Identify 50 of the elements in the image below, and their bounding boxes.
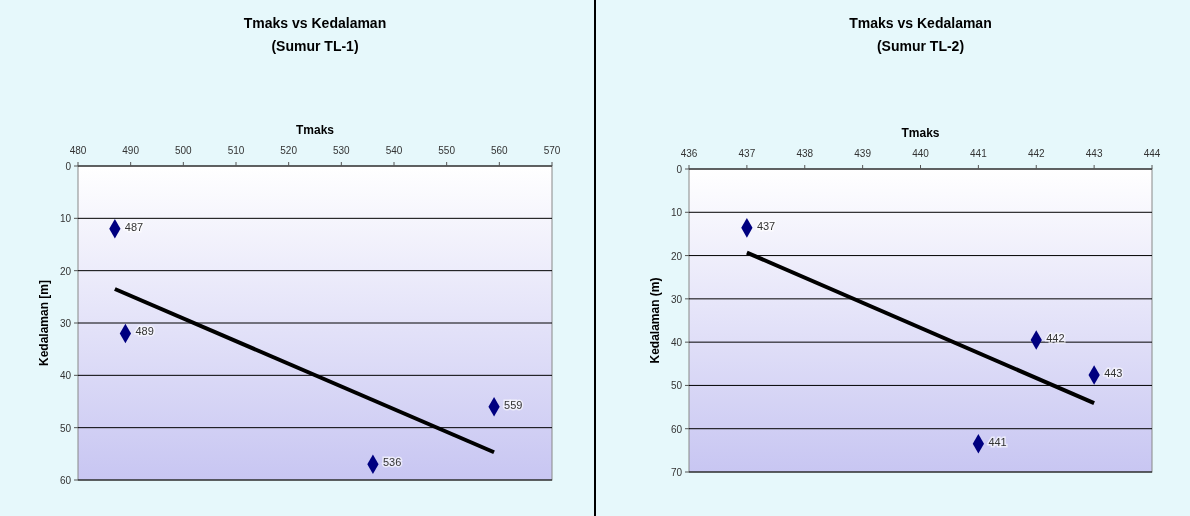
y-tick-label: 60 [59, 475, 72, 486]
x-tick-label: 520 [280, 145, 298, 156]
y-tick-label: 40 [670, 337, 683, 349]
annotation: 443 [1104, 367, 1123, 380]
x-tick-label: 480 [69, 145, 87, 156]
x-tick-label: 540 [385, 145, 403, 156]
y-axis-title: Kedalaman [m] [37, 279, 51, 367]
x-tick-label: 440 [912, 148, 930, 159]
x-tick-label: 510 [227, 145, 245, 156]
y-tick-label: 50 [59, 422, 72, 434]
x-tick-label: 444 [1143, 148, 1161, 159]
chart-title: Tmaks vs Kedalaman [243, 15, 387, 31]
x-tick-label: 439 [854, 148, 872, 159]
y-tick-label: 60 [670, 423, 683, 435]
x-tick-label: 437 [738, 148, 756, 159]
y-tick-label: 30 [670, 293, 683, 305]
annotation: 536 [382, 456, 402, 469]
annotation: 487 [124, 220, 144, 233]
x-tick-label: 550 [438, 145, 456, 156]
annotation: 442 [1046, 331, 1065, 344]
x-tick-label: 443 [1085, 148, 1103, 159]
x-tick-label: 560 [490, 145, 509, 156]
annotation: 489 [135, 325, 154, 338]
x-tick-label: 570 [543, 145, 561, 156]
x-axis-title: Tmaks [901, 126, 940, 140]
chart-subtitle: (Sumur TL-2) [876, 38, 965, 54]
annotation: 437 [756, 219, 776, 232]
x-tick-label: 438 [796, 148, 814, 159]
y-tick-label: 10 [670, 207, 683, 219]
x-tick-label: 490 [122, 145, 140, 156]
chart-subtitle: (Sumur TL-1) [271, 38, 359, 54]
x-axis-title: Tmaks [295, 123, 335, 137]
y-tick-label: 70 [670, 467, 683, 478]
y-tick-label: 20 [59, 265, 72, 277]
y-tick-label: 30 [59, 318, 72, 329]
x-tick-label: 441 [970, 148, 988, 159]
annotation: 559 [504, 398, 523, 411]
y-tick-label: 0 [65, 161, 72, 172]
x-tick-label: 530 [332, 145, 351, 156]
y-axis-title: Kedalaman (m) [648, 277, 662, 364]
y-tick-label: 10 [59, 213, 72, 225]
x-tick-label: 442 [1027, 148, 1046, 159]
x-tick-label: 436 [680, 148, 698, 159]
y-tick-label: 40 [59, 370, 72, 382]
y-tick-label: 20 [670, 250, 683, 262]
annotation: 441 [988, 435, 1007, 448]
x-tick-label: 500 [174, 145, 193, 156]
chart-title: Tmaks vs Kedalaman [849, 15, 992, 31]
y-tick-label: 50 [670, 380, 683, 392]
y-tick-label: 0 [676, 164, 683, 175]
